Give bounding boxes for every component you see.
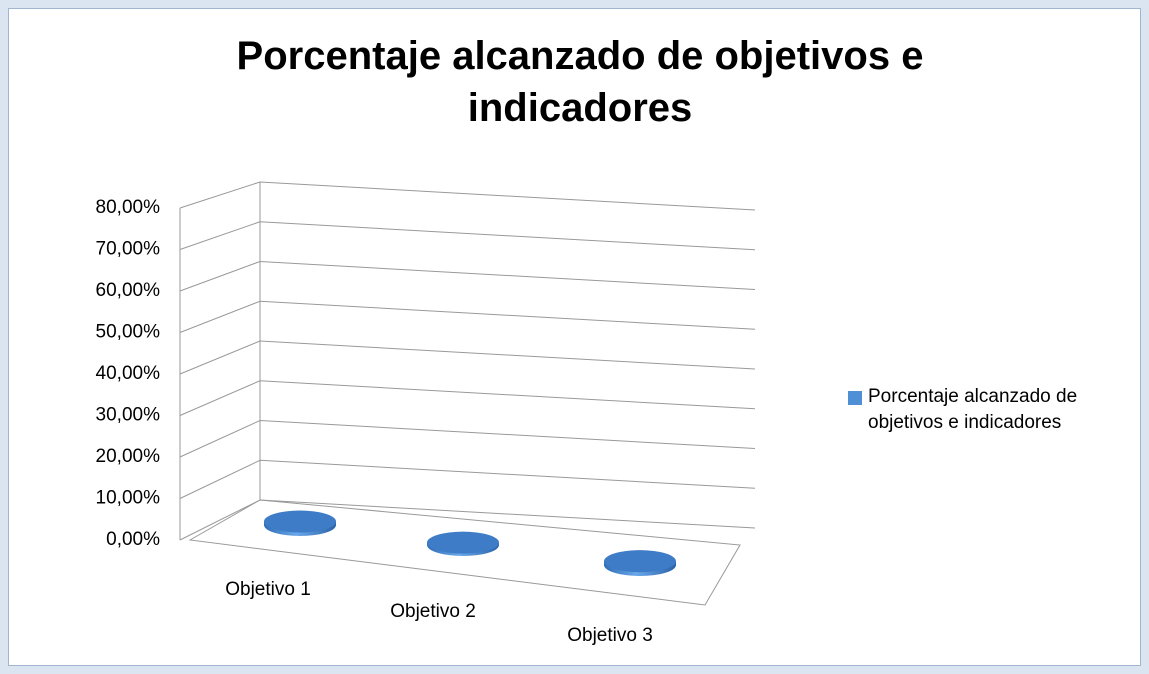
grid-line [179, 499, 756, 541]
y-tick-label: 60,00% [96, 280, 161, 301]
y-tick-label: 10,00% [96, 488, 161, 509]
bar-top [427, 531, 499, 554]
legend-label: Porcentaje alcanzado de objetivos e indi… [868, 386, 1078, 433]
grid-line [179, 340, 756, 375]
grid-line [179, 419, 756, 458]
y-tick-label: 80,00% [96, 197, 161, 218]
grid-line [179, 260, 756, 292]
grid-line [179, 221, 756, 251]
grid-line [179, 380, 756, 416]
y-tick-label: 20,00% [96, 446, 161, 467]
y-tick-label: 50,00% [96, 322, 161, 343]
bar-top [604, 550, 676, 573]
grid-line [179, 181, 756, 211]
y-tick-label: 30,00% [96, 405, 161, 426]
bar-top [264, 510, 336, 533]
chart-title: Porcentaje alcanzado de objetivos e indi… [236, 34, 924, 130]
x-tick-label: Objetivo 3 [567, 625, 653, 646]
x-tick-label: Objetivo 1 [225, 579, 311, 600]
legend-key [848, 391, 862, 405]
grid-line [179, 459, 756, 499]
y-tick-label: 70,00% [96, 239, 161, 260]
x-tick-label: Objetivo 2 [390, 601, 476, 622]
y-tick-label: 0,00% [106, 529, 160, 550]
legend: Porcentaje alcanzado de objetivos e indi… [848, 384, 1128, 436]
y-tick-label: 40,00% [96, 363, 161, 384]
chart-area [8, 8, 1141, 666]
floor [188, 499, 741, 606]
grid-line [179, 300, 756, 333]
